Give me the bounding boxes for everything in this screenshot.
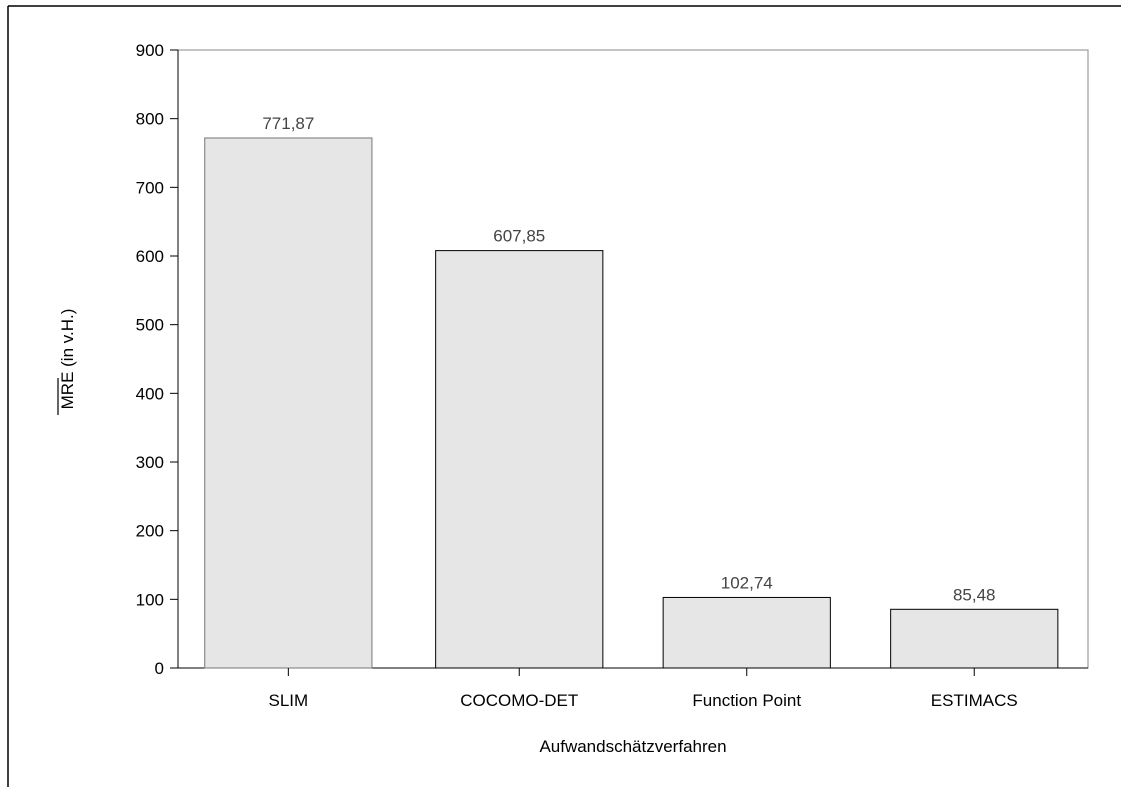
y-tick-label: 0 <box>155 659 164 678</box>
y-tick-label: 900 <box>136 41 164 60</box>
bar <box>204 137 373 669</box>
y-tick-label: 100 <box>136 590 164 609</box>
x-ticks: SLIM COCOMO-DET Function Point ESTIMACS <box>268 668 1018 710</box>
x-tick-label: SLIM <box>268 691 308 710</box>
y-tick-label: 700 <box>136 178 164 197</box>
y-tick-label: 300 <box>136 453 164 472</box>
y-axis-label-group: MRE (in v.H.) <box>57 309 77 415</box>
y-tick-label: 800 <box>136 110 164 129</box>
x-tick-label: Function Point <box>692 691 801 710</box>
bar-value-label: 102,74 <box>721 573 773 592</box>
bar-value-label: 607,85 <box>493 227 545 246</box>
y-tick-label: 200 <box>136 522 164 541</box>
x-tick-label: ESTIMACS <box>931 691 1018 710</box>
x-axis-label: Aufwandschätzverfahren <box>539 737 726 756</box>
bar <box>662 596 831 669</box>
y-axis-label: MRE (in v.H.) <box>58 309 77 410</box>
y-tick-label: 600 <box>136 247 164 266</box>
bar-value-label: 85,48 <box>953 585 996 604</box>
bar-value-label: 771,87 <box>262 114 314 133</box>
y-tick-label: 400 <box>136 384 164 403</box>
bar <box>435 250 604 669</box>
bars: 771,87 607,85 102,74 85,48 <box>204 114 1059 669</box>
y-tick-label: 500 <box>136 316 164 335</box>
x-tick-label: COCOMO-DET <box>460 691 578 710</box>
y-ticks: 0 100 200 300 400 500 600 700 800 900 <box>136 41 178 678</box>
bar <box>890 608 1059 669</box>
